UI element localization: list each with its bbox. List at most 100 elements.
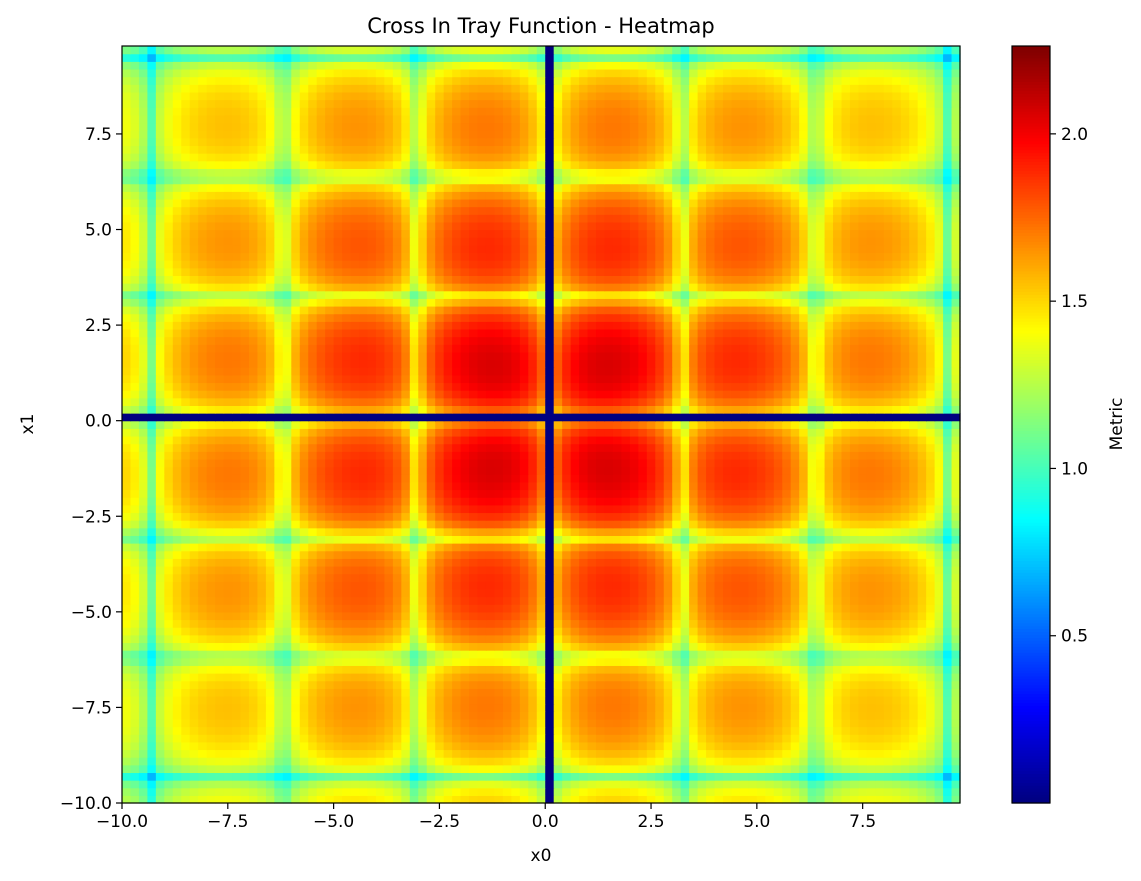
heatmap-cell — [460, 512, 470, 521]
heatmap-cell — [909, 718, 919, 728]
heatmap-cell — [917, 443, 927, 452]
heatmap-cell — [147, 711, 157, 720]
heatmap-cell — [392, 481, 402, 491]
heatmap-cell — [655, 627, 665, 636]
heatmap-cell — [706, 703, 716, 712]
heatmap-cell — [528, 527, 538, 536]
heatmap-cell — [325, 558, 335, 567]
heatmap-cell — [409, 673, 419, 682]
heatmap-cell — [596, 435, 606, 445]
heatmap-cell — [443, 497, 453, 506]
heatmap-cell — [672, 466, 682, 475]
heatmap-cell — [248, 711, 259, 720]
heatmap-cell — [240, 726, 250, 735]
heatmap-cell — [325, 435, 335, 445]
heatmap-cell — [714, 558, 724, 567]
heatmap-cell — [663, 772, 673, 781]
heatmap-cell — [223, 481, 233, 491]
heatmap-cell — [257, 489, 267, 498]
heatmap-cell — [282, 611, 292, 621]
heatmap-cell — [265, 451, 275, 460]
heatmap-cell — [604, 451, 614, 460]
heatmap-cell — [215, 757, 225, 766]
heatmap-cell — [248, 772, 259, 781]
heatmap-cell — [248, 741, 259, 751]
heatmap-cell — [333, 550, 343, 559]
heatmap-cell — [773, 780, 783, 789]
heatmap-cell — [511, 780, 521, 789]
heatmap-cell — [900, 596, 910, 605]
heatmap-cell — [240, 772, 250, 781]
heatmap-cell — [841, 734, 851, 743]
heatmap-cell — [206, 558, 216, 567]
heatmap-cell — [232, 749, 242, 758]
heatmap-cell — [257, 650, 267, 659]
heatmap-cell — [460, 550, 470, 559]
heatmap-cell — [122, 795, 132, 804]
heatmap-cell — [951, 688, 961, 697]
heatmap-cell — [485, 451, 496, 460]
heatmap-cell — [883, 703, 893, 712]
heatmap-cell — [333, 642, 343, 651]
heatmap-cell — [900, 741, 910, 751]
heatmap-cell — [824, 718, 834, 728]
heatmap-cell — [333, 497, 343, 506]
heatmap-cell — [274, 527, 284, 536]
heatmap-cell — [172, 565, 182, 575]
heatmap-cell — [883, 481, 893, 491]
heatmap-cell — [181, 627, 191, 636]
heatmap-cell — [951, 596, 961, 605]
heatmap-cell — [172, 535, 182, 544]
heatmap-cell — [452, 527, 462, 536]
heatmap-cell — [739, 749, 749, 758]
heatmap-cell — [824, 611, 834, 621]
heatmap-cell — [909, 581, 919, 590]
heatmap-cell — [511, 619, 521, 628]
heatmap-cell — [943, 703, 953, 712]
heatmap-cell — [299, 550, 309, 559]
heatmap-cell — [833, 650, 843, 659]
heatmap-cell — [892, 795, 902, 804]
heatmap-cell — [350, 634, 360, 644]
heatmap-cell — [790, 611, 800, 621]
heatmap-cell — [494, 451, 504, 460]
heatmap-cell — [655, 458, 665, 468]
heatmap-cell — [189, 581, 199, 590]
heatmap-cell — [257, 764, 267, 774]
heatmap-cell — [866, 435, 876, 445]
heatmap-cell — [384, 749, 394, 758]
heatmap-cell — [689, 474, 699, 483]
heatmap-cell — [934, 451, 944, 460]
heatmap-cell — [130, 619, 140, 628]
heatmap-cell — [689, 466, 699, 475]
heatmap-cell — [875, 795, 885, 804]
heatmap-cell — [265, 757, 275, 766]
heatmap-cell — [655, 581, 665, 590]
heatmap-cell — [545, 466, 555, 475]
heatmap-cell — [934, 520, 944, 529]
heatmap-cell — [621, 673, 631, 682]
heatmap-cell — [181, 443, 191, 452]
heatmap-cell — [359, 573, 369, 582]
heatmap-cell — [308, 435, 318, 445]
heatmap-cell — [816, 604, 826, 613]
heatmap-cell — [646, 466, 656, 475]
heatmap-cell — [291, 581, 301, 590]
heatmap-cell — [426, 665, 436, 674]
heatmap-cell — [883, 787, 893, 796]
heatmap-cell — [875, 711, 885, 720]
heatmap-cell — [680, 650, 690, 659]
heatmap-cell — [773, 512, 783, 521]
heatmap-cell — [773, 688, 783, 697]
heatmap-cell — [697, 565, 707, 575]
heatmap-cell — [799, 741, 809, 751]
heatmap-cell — [359, 451, 369, 460]
heatmap-cell — [841, 726, 851, 735]
heatmap-cell — [553, 581, 563, 590]
heatmap-cell — [858, 535, 868, 544]
heatmap-cell — [570, 749, 580, 758]
heatmap-cell — [951, 604, 961, 613]
heatmap-cell — [215, 474, 225, 483]
heatmap-cell — [951, 711, 961, 720]
heatmap-cell — [765, 443, 775, 452]
